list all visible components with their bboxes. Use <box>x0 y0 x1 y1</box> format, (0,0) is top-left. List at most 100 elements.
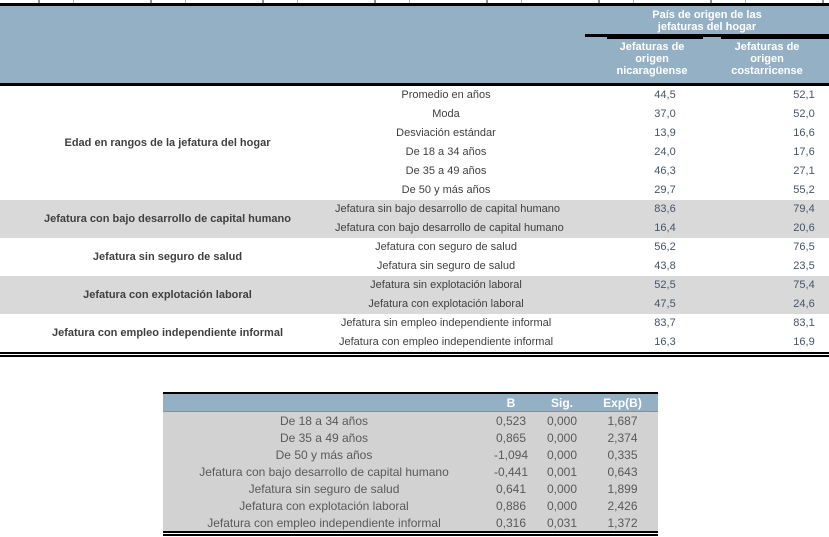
sig-value-cell: 0,000 <box>537 497 587 514</box>
value-nicaraguense-cell: 24,0 <box>654 146 676 158</box>
value-nicaraguense-cell: 83,6 <box>585 200 705 219</box>
expb-value-cell: 1,899 <box>587 480 658 497</box>
header-row-country: País de origen de las jefaturas del hoga… <box>0 4 829 86</box>
country-group-title: País de origen de las jefaturas del hoga… <box>652 9 762 33</box>
table-row: Jefatura con empleo independiente inform… <box>163 514 658 531</box>
sig-value-cell: 0,000 <box>537 480 587 497</box>
group-edad: Edad en rangos de la jefatura del hogar … <box>0 85 829 201</box>
b-value-cell: -1,094 <box>485 446 537 463</box>
value-nicaraguense-cell: 13,9 <box>654 127 676 139</box>
table-row: Jefatura con bajo desarrollo de capital … <box>163 463 658 480</box>
value-nicaraguense-cell: 46,3 <box>654 165 676 177</box>
sig-value-cell: 0,001 <box>537 463 587 480</box>
table-row: De 35 a 49 años 46,3 27,1 <box>0 162 829 181</box>
value-costarricense-cell: 76,5 <box>793 241 815 253</box>
row-label-cell: Moda <box>432 108 460 120</box>
table-row: Edad en rangos de la jefatura del hogar … <box>0 85 829 149</box>
row-label-cell: De 50 y más años <box>401 184 491 196</box>
value-costarricense-cell: 20,6 <box>705 219 829 238</box>
expb-value-cell: 0,335 <box>587 446 658 463</box>
table-row: Jefatura sin seguro de salud 0,641 0,000… <box>163 480 658 497</box>
b-value-cell: 0,886 <box>485 497 537 514</box>
value-costarricense-cell: 83,1 <box>793 317 815 329</box>
value-costarricense-cell: 75,4 <box>705 276 829 295</box>
value-nicaraguense-cell: 43,8 <box>654 260 676 272</box>
column-header-nicaraguense: Jefaturas de origen nicaragüense <box>585 35 705 86</box>
table-row: Jefatura sin seguro de salud 43,8 23,5 <box>0 257 829 276</box>
header-underline-right <box>721 37 829 39</box>
b-value-cell: 0,641 <box>485 480 537 497</box>
group-label-cell: Edad en rangos de la jefatura del hogar <box>64 136 271 149</box>
group-label-cell: Jefatura con explotación laboral <box>0 276 335 314</box>
expb-value-cell: 2,426 <box>587 497 658 514</box>
table-row: De 35 a 49 años 0,865 0,000 2,374 <box>163 429 658 446</box>
header-row-columns: Jefaturas de origen nicaragüense Jefatur… <box>0 35 829 86</box>
value-nicaraguense-cell: 56,2 <box>654 241 676 253</box>
table-row: Jefatura con bajo desarrollo de capital … <box>0 200 829 238</box>
country-group-header: País de origen de las jefaturas del hoga… <box>585 4 829 37</box>
row-label-cell: Jefatura con seguro de salud <box>375 241 517 253</box>
row-label-cell: Jefatura sin explotación laboral <box>335 276 585 295</box>
sig-value-cell: 0,031 <box>537 514 587 531</box>
row-label-cell: Jefatura sin seguro de salud <box>376 260 516 272</box>
value-costarricense-cell: 17,6 <box>793 146 815 158</box>
predictor-label-cell: Jefatura sin seguro de salud <box>163 480 485 497</box>
value-costarricense-cell: 52,1 <box>793 89 815 101</box>
row-label-cell: Jefatura con empleo independiente inform… <box>338 336 554 348</box>
column-header-costarricense: Jefaturas de origen costarricense <box>705 35 829 86</box>
regression-table-header: B Sig. Exp(B) <box>163 393 658 412</box>
expb-value-cell: 2,374 <box>587 429 658 446</box>
group-label-cell: Jefatura con empleo independiente inform… <box>51 326 284 339</box>
table-row: De 50 y más años 29,7 55,2 <box>0 181 829 200</box>
row-label-cell: De 35 a 49 años <box>405 165 487 177</box>
header-empty-cell <box>0 4 585 86</box>
b-value-cell: -0,441 <box>485 463 537 480</box>
expb-value-cell: 1,372 <box>587 514 658 531</box>
column-header-expb: Exp(B) <box>587 393 658 412</box>
table-row: De 50 y más años -1,094 0,000 0,335 <box>163 446 658 463</box>
b-value-cell: 0,316 <box>485 514 537 531</box>
table-row: Desviación estándar 13,9 16,6 <box>0 124 829 143</box>
predictor-label-cell: De 35 a 49 años <box>163 429 485 446</box>
value-costarricense-cell: 52,0 <box>793 108 815 120</box>
table-row: Jefatura con empleo independiente inform… <box>0 333 829 352</box>
sig-value-cell: 0,000 <box>537 411 587 429</box>
predictor-label-cell: De 18 a 34 años <box>163 411 485 429</box>
origin-comparison-table: País de origen de las jefaturas del hoga… <box>0 3 829 352</box>
logistic-regression-table: B Sig. Exp(B) De 18 a 34 años 0,523 0,00… <box>163 392 658 531</box>
value-nicaraguense-cell: 47,5 <box>585 295 705 314</box>
predictor-label-cell: Jefatura con empleo independiente inform… <box>163 514 485 531</box>
table-row: Jefatura con explotación laboral 0,886 0… <box>163 497 658 514</box>
origin-table-bottom-double-rule <box>0 352 829 357</box>
expb-value-cell: 1,687 <box>587 411 658 429</box>
value-nicaraguense-cell: 16,3 <box>654 336 676 348</box>
b-value-cell: 0,523 <box>485 411 537 429</box>
table-row: De 18 a 34 años 0,523 0,000 1,687 <box>163 411 658 429</box>
origin-table-header: País de origen de las jefaturas del hoga… <box>0 4 829 86</box>
row-label-cell: Jefatura sin empleo independiente inform… <box>340 317 552 329</box>
value-costarricense-cell: 23,5 <box>793 260 815 272</box>
header-underline-left <box>607 37 703 39</box>
table-row: Jefatura con empleo independiente inform… <box>0 314 829 339</box>
group-empleo-informal: Jefatura con empleo independiente inform… <box>0 314 829 352</box>
row-label-cell: Promedio en años <box>401 89 491 101</box>
group-label-cell: Jefatura sin seguro de salud <box>92 250 243 263</box>
value-costarricense-cell: 79,4 <box>705 200 829 219</box>
table-row: De 18 a 34 años 24,0 17,6 <box>0 143 829 162</box>
sig-value-cell: 0,000 <box>537 429 587 446</box>
value-nicaraguense-cell: 83,7 <box>654 317 676 329</box>
table-row: Jefatura con explotación laboral Jefatur… <box>0 276 829 314</box>
predictor-label-cell: Jefatura con explotación laboral <box>163 497 485 514</box>
predictor-label-cell: Jefatura con bajo desarrollo de capital … <box>163 463 485 480</box>
value-costarricense-cell: 16,9 <box>793 336 815 348</box>
regression-table-body: De 18 a 34 años 0,523 0,000 1,687 De 35 … <box>163 411 658 531</box>
row-label-cell: Jefatura con bajo desarrollo de capital … <box>335 219 585 238</box>
cropped-caption-fragments <box>0 0 829 3</box>
b-value-cell: 0,865 <box>485 429 537 446</box>
group-label-cell: Jefatura con bajo desarrollo de capital … <box>0 200 335 238</box>
table-row: Moda 37,0 52,0 <box>0 105 829 124</box>
row-label-cell: Jefatura con explotación laboral <box>335 295 585 314</box>
value-costarricense-cell: 27,1 <box>793 165 815 177</box>
predictor-label-cell: De 50 y más años <box>163 446 485 463</box>
value-nicaraguense-cell: 44,5 <box>654 89 676 101</box>
